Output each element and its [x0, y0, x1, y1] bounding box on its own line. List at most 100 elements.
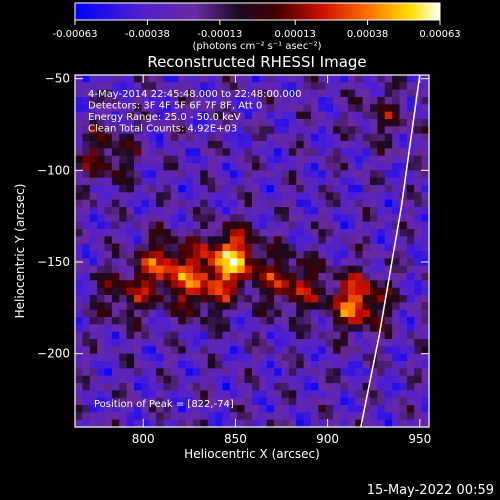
heatmap-cell	[281, 155, 290, 164]
heatmap-cell	[355, 148, 364, 157]
heatmap-cell	[274, 265, 283, 274]
heatmap-cell	[222, 170, 231, 179]
heatmap-cell	[392, 302, 401, 311]
heatmap-cell	[163, 141, 172, 149]
heatmap-cell	[126, 243, 135, 252]
heatmap-cell	[414, 324, 423, 333]
heatmap-cell	[370, 412, 378, 421]
heatmap-cell	[126, 346, 135, 355]
heatmap-cell	[399, 133, 408, 142]
heatmap-cell	[259, 82, 268, 91]
heatmap-cell	[163, 412, 172, 421]
heatmap-cell	[178, 141, 187, 149]
heatmap-cell	[200, 368, 209, 377]
heatmap-cell	[325, 207, 334, 215]
heatmap-cell	[318, 361, 327, 369]
heatmap-cell	[399, 302, 408, 311]
heatmap-cell	[222, 214, 231, 223]
heatmap-cell	[215, 214, 224, 223]
heatmap-cell	[325, 221, 334, 230]
heatmap-cell	[215, 302, 224, 311]
heatmap-cell	[377, 324, 386, 333]
heatmap-cell	[193, 390, 201, 399]
heatmap-cell	[148, 353, 157, 362]
heatmap-cell	[97, 126, 106, 135]
heatmap-cell	[303, 133, 312, 142]
heatmap-cell	[178, 133, 187, 142]
heatmap-cell	[252, 273, 260, 281]
heatmap-cell	[75, 163, 83, 171]
heatmap-cell	[421, 236, 430, 245]
heatmap-cell	[170, 302, 179, 311]
heatmap-cell	[111, 185, 120, 193]
heatmap-cell	[377, 97, 386, 105]
heatmap-cell	[421, 405, 430, 413]
heatmap-cell	[134, 383, 142, 391]
heatmap-cell	[370, 265, 378, 274]
heatmap-cell	[104, 353, 113, 362]
heatmap-cell	[104, 97, 113, 105]
heatmap-cell	[421, 199, 430, 208]
heatmap-cell	[170, 104, 179, 113]
heatmap-cell	[207, 368, 216, 377]
heatmap-cell	[384, 375, 393, 384]
heatmap-cell	[89, 177, 98, 186]
heatmap-cell	[340, 229, 349, 237]
heatmap-cell	[141, 199, 150, 208]
heatmap-cell	[82, 75, 91, 83]
heatmap-cell	[75, 273, 83, 281]
heatmap-cell	[82, 397, 91, 406]
heatmap-cell	[362, 375, 371, 384]
heatmap-cell	[229, 82, 238, 91]
heatmap-cell	[75, 331, 83, 340]
heatmap-cell	[406, 199, 415, 208]
heatmap-cell	[288, 75, 297, 83]
heatmap-cell	[163, 302, 172, 311]
heatmap-cell	[237, 324, 246, 333]
heatmap-cell	[134, 148, 142, 157]
heatmap-cell	[414, 177, 423, 186]
heatmap-cell	[392, 265, 401, 274]
info-text-block: 4-May-2014 22:45:48.000 to 22:48:00.000D…	[88, 89, 301, 135]
heatmap-cell	[311, 317, 319, 325]
heatmap-cell	[111, 192, 120, 201]
heatmap-cell	[259, 331, 268, 340]
heatmap-cell	[119, 397, 128, 406]
heatmap-cell	[119, 229, 128, 237]
heatmap-cell	[178, 331, 187, 340]
heatmap-cell	[119, 339, 128, 347]
heatmap-cell	[340, 185, 349, 193]
heatmap-cell	[340, 214, 349, 223]
heatmap-cell	[244, 265, 253, 274]
heatmap-cell	[207, 397, 216, 406]
heatmap-cell	[156, 119, 165, 127]
heatmap-cell	[178, 221, 187, 230]
heatmap-cell	[347, 383, 356, 391]
heatmap-cell	[163, 309, 172, 318]
heatmap-cell	[111, 295, 120, 303]
heatmap-cell	[340, 317, 349, 325]
heatmap-cell	[104, 104, 113, 113]
heatmap-cell	[303, 177, 312, 186]
heatmap-cell	[399, 280, 408, 289]
heatmap-cell	[200, 192, 209, 201]
heatmap-cell	[414, 258, 423, 267]
heatmap-cell	[362, 141, 371, 149]
heatmap-cell	[156, 353, 165, 362]
heatmap-cell	[141, 221, 150, 230]
heatmap-cell	[156, 163, 165, 171]
heatmap-cell	[296, 287, 305, 296]
heatmap-cell	[222, 324, 231, 333]
heatmap-cell	[318, 383, 327, 391]
heatmap-cell	[229, 236, 238, 245]
heatmap-cell	[355, 295, 364, 303]
heatmap-cell	[215, 236, 224, 245]
heatmap-cell	[296, 243, 305, 252]
heatmap-cell	[111, 258, 120, 267]
heatmap-cell	[170, 229, 179, 237]
heatmap-cell	[215, 148, 224, 157]
heatmap-cell	[414, 141, 423, 149]
heatmap-cell	[384, 251, 393, 259]
heatmap-cell	[170, 97, 179, 105]
heatmap-cell	[75, 214, 83, 223]
